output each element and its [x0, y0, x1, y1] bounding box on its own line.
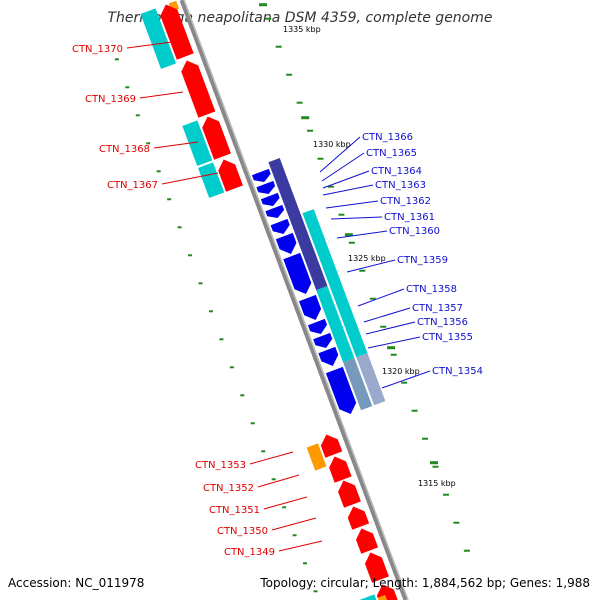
- forward-gene-label: CTN_1362: [380, 196, 431, 207]
- reverse-gene-arrow: [320, 434, 343, 458]
- scale-label: 1325 kbp: [348, 254, 386, 263]
- reverse-gene-arrow: [181, 60, 216, 118]
- forward-gene-label: CTN_1355: [422, 332, 473, 343]
- leader-line: [381, 370, 431, 389]
- backbone-line: [179, 0, 409, 600]
- leader-line: [263, 496, 308, 510]
- genome-summary-text: Topology: circular; Length: 1,884,562 bp…: [259, 576, 590, 590]
- forward-gene-label: CTN_1358: [406, 284, 457, 295]
- leader-line: [330, 216, 383, 220]
- forward-gene-arrow: [307, 318, 328, 335]
- leader-line: [336, 230, 388, 239]
- forward-gene-arrow: [251, 168, 271, 183]
- reverse-gene-label: CTN_1353: [195, 460, 246, 471]
- scale-label: 1330 kbp: [313, 140, 351, 149]
- genome-backbone: [179, 0, 409, 600]
- reverse-gene-arrow: [347, 506, 370, 530]
- forward-gene-arrow: [325, 366, 357, 415]
- forward-gene-arrow: [265, 204, 285, 219]
- forward-gene-arrow: [313, 332, 333, 349]
- feature-track: [140, 0, 398, 600]
- leader-line: [322, 170, 370, 189]
- forward-gene-label: CTN_1357: [412, 303, 463, 314]
- reverse-gene-arrow: [356, 528, 379, 554]
- purple-feature: [268, 158, 328, 291]
- map-title: Thermotoga neapolitana DSM 4359, complet…: [108, 10, 493, 26]
- scale-label: 1335 kbp: [283, 25, 321, 34]
- forward-gene-arrow: [256, 180, 276, 195]
- leader-line: [325, 200, 379, 209]
- forward-gene-label: CTN_1356: [417, 317, 468, 328]
- scale-label: 1320 kbp: [382, 367, 420, 376]
- leader-line: [153, 141, 199, 149]
- reverse-gene-label: CTN_1370: [72, 44, 123, 55]
- cyan-feature: [302, 209, 368, 358]
- reverse-gene-arrow: [338, 480, 361, 508]
- forward-gene-arrow: [275, 232, 297, 255]
- gene-labels: CTN_1370 CTN_1369 CTN_1368 CTN_1367 CTN_1353…: [72, 44, 483, 558]
- leader-line: [126, 41, 173, 49]
- leader-line: [357, 288, 405, 307]
- leader-line: [321, 152, 365, 182]
- leader-line: [271, 517, 317, 531]
- gray-feature: [343, 358, 373, 411]
- forward-gene-arrow: [260, 192, 280, 207]
- label-leader-lines: [126, 41, 431, 552]
- scale-labels: 1335 kbp 1330 kbp 1325 kbp 1320 kbp 1315 kbp: [283, 25, 456, 488]
- reverse-gene-arrow: [329, 456, 352, 483]
- reverse-gene-arrow: [160, 4, 194, 60]
- reverse-gene-label: CTN_1367: [107, 180, 158, 191]
- forward-gene-arrow: [298, 294, 322, 321]
- orange-feature: [377, 594, 388, 600]
- forward-gene-label: CTN_1365: [366, 148, 417, 159]
- scale-ticks: [114, 3, 470, 593]
- reverse-gene-label: CTN_1368: [99, 144, 150, 155]
- reverse-gene-label: CTN_1349: [224, 547, 275, 558]
- leader-line: [322, 184, 374, 196]
- leader-line: [365, 321, 416, 335]
- cyan-feature: [182, 120, 213, 166]
- reverse-gene-arrow: [218, 159, 243, 192]
- forward-gene-arrow: [283, 252, 312, 295]
- cyan-feature: [198, 162, 225, 198]
- reverse-gene-label: CTN_1350: [217, 526, 268, 537]
- gray-feature: [356, 353, 386, 406]
- leader-line: [249, 451, 294, 465]
- forward-gene-label: CTN_1354: [432, 366, 483, 377]
- reverse-gene-arrow: [364, 552, 389, 583]
- forward-gene-label: CTN_1366: [362, 132, 413, 143]
- reverse-gene-label: CTN_1351: [209, 505, 260, 516]
- forward-gene-label: CTN_1359: [397, 255, 448, 266]
- orange-feature: [306, 443, 327, 471]
- reverse-gene-label: CTN_1369: [85, 94, 136, 105]
- forward-gene-label: CTN_1360: [389, 226, 440, 237]
- leader-line: [257, 474, 300, 488]
- leader-line: [161, 172, 219, 185]
- forward-gene-label: CTN_1363: [375, 180, 426, 191]
- forward-gene-label: CTN_1361: [384, 212, 435, 223]
- reverse-gene-arrow: [202, 116, 231, 160]
- forward-gene-arrow: [318, 346, 339, 367]
- forward-gene-arrow: [270, 218, 290, 235]
- accession-text: Accession: NC_011978: [8, 576, 144, 590]
- leader-line: [139, 91, 184, 99]
- backbone-highlight: [183, 0, 409, 600]
- leader-line: [319, 136, 361, 173]
- forward-gene-label: CTN_1364: [371, 166, 422, 177]
- leader-line: [346, 259, 396, 273]
- leader-line: [278, 540, 323, 552]
- leader-line: [363, 307, 411, 323]
- cyan-feature: [359, 594, 377, 600]
- cyan-feature: [316, 286, 355, 363]
- reverse-gene-label: CTN_1352: [203, 483, 254, 494]
- leader-line: [367, 336, 421, 349]
- scale-label: 1315 kbp: [418, 479, 456, 488]
- cyan-feature: [140, 8, 177, 69]
